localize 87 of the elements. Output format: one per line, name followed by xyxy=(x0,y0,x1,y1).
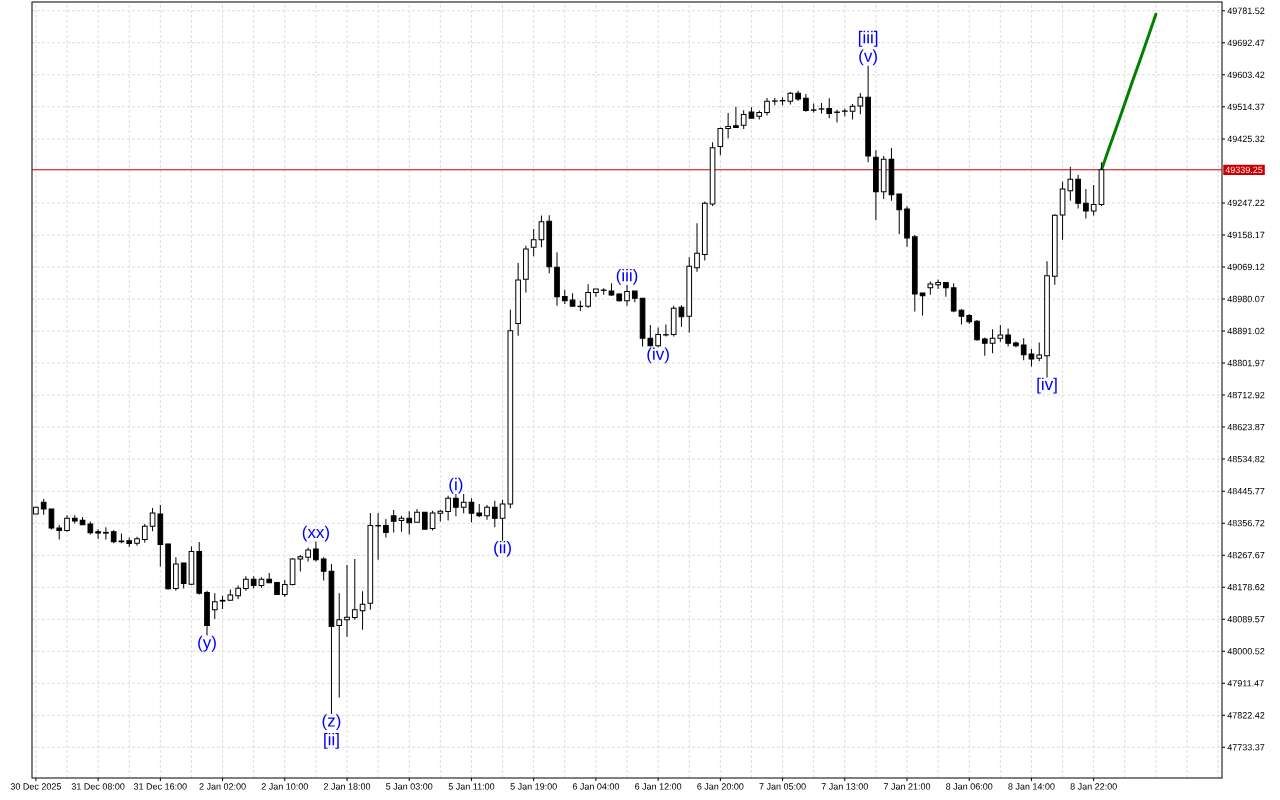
candlestick xyxy=(694,222,700,273)
annotation: (iii) xyxy=(616,268,638,285)
candlestick xyxy=(981,336,988,357)
candlestick xyxy=(593,288,599,298)
y-tick-label: 47822.42 xyxy=(1227,712,1265,719)
y-tick-label: 48623.87 xyxy=(1227,423,1265,431)
x-tick-label: 7 Jan 21:00 xyxy=(883,783,931,790)
x-tick-label: 6 Jan 20:00 xyxy=(697,783,744,790)
x-tick-label: 5 Jan 19:00 xyxy=(510,783,557,790)
y-tick-label: 48445.77 xyxy=(1227,487,1265,495)
candlestick xyxy=(663,324,669,337)
candlestick xyxy=(974,319,980,342)
x-tick-label: 6 Jan 04:00 xyxy=(572,783,620,790)
candlestick xyxy=(919,292,926,317)
candlestick xyxy=(896,193,903,235)
annotation: (ii) xyxy=(494,540,511,557)
annotation: (xx) xyxy=(302,525,329,542)
y-tick-label: 49781.52 xyxy=(1227,7,1265,14)
candlestick xyxy=(624,284,630,307)
x-tick-label: 2 Jan 18:00 xyxy=(323,783,371,790)
candlestick xyxy=(834,109,840,123)
candlestick xyxy=(585,283,591,309)
annotation: [ii] xyxy=(324,732,339,749)
candlestick xyxy=(935,279,941,290)
candlestick xyxy=(351,558,358,621)
x-tick-label: 8 Jan 14:00 xyxy=(1008,783,1055,790)
y-tick-label: 47733.37 xyxy=(1227,744,1265,751)
candlestick xyxy=(445,495,451,522)
candlestick xyxy=(95,528,101,540)
y-tick-label: 49069.12 xyxy=(1227,263,1265,271)
y-tick-label: 49692.47 xyxy=(1227,39,1265,46)
x-tick-label: 7 Jan 13:00 xyxy=(821,783,868,790)
x-tick-label: 31 Dec 16:00 xyxy=(133,783,187,790)
annotation: (v) xyxy=(859,49,877,66)
annotation: (iv) xyxy=(647,347,669,364)
candlestick xyxy=(826,97,833,119)
candlestick xyxy=(383,518,389,538)
x-tick-label: 8 Jan 22:00 xyxy=(1070,783,1117,790)
annotation: (y) xyxy=(198,635,216,652)
x-tick-label: 2 Jan 10:00 xyxy=(261,783,308,790)
y-tick-label: 48178.62 xyxy=(1227,584,1265,591)
candlestick xyxy=(359,590,366,631)
candlestick xyxy=(344,564,350,638)
y-tick-label: 48891.02 xyxy=(1227,327,1265,335)
candlestick xyxy=(733,106,739,129)
x-tick-label: 7 Jan 05:00 xyxy=(759,783,806,790)
annotation: [iv] xyxy=(1037,377,1057,394)
x-tick-label: 2 Jan 02:00 xyxy=(199,783,246,790)
candlestick xyxy=(406,510,413,536)
y-tick-label: 49425.32 xyxy=(1227,135,1265,143)
y-tick-label: 49158.17 xyxy=(1227,231,1265,239)
candlestick xyxy=(1036,342,1043,362)
y-tick-label: 48712.92 xyxy=(1227,391,1265,399)
candlestick xyxy=(655,326,661,348)
candlestick xyxy=(717,126,724,156)
y-tick-label: 49247.22 xyxy=(1227,199,1265,207)
y-tick-label: 48801.97 xyxy=(1227,359,1265,367)
y-tick-label: 48980.07 xyxy=(1227,295,1265,303)
y-tick-label: 47911.47 xyxy=(1227,680,1264,687)
x-tick-label: 30 Dec 2025 xyxy=(10,783,62,790)
x-tick-label: 5 Jan 11:00 xyxy=(448,783,495,790)
x-tick-label: 6 Jan 12:00 xyxy=(635,783,682,790)
candlestick xyxy=(491,500,498,528)
y-tick-label: 49603.42 xyxy=(1227,71,1265,79)
candlestick xyxy=(453,493,459,517)
y-tick-label: 48000.52 xyxy=(1227,648,1265,655)
candlestick xyxy=(336,592,343,698)
y-tick-label: 48089.57 xyxy=(1227,616,1265,623)
y-tick-label: 48267.67 xyxy=(1227,551,1265,559)
x-tick-label: 5 Jan 03:00 xyxy=(386,783,433,790)
annotation: [iii] xyxy=(858,30,878,47)
candlestick xyxy=(1083,188,1089,219)
y-tick-label: 48534.82 xyxy=(1227,455,1265,463)
x-tick-label: 31 Dec 08:00 xyxy=(71,783,125,790)
candlestick xyxy=(943,281,949,298)
candlestick xyxy=(313,541,319,563)
x-tick-label: 8 Jan 06:00 xyxy=(946,783,993,790)
ref-line-label: 49339.25 xyxy=(1225,166,1263,174)
y-tick-label: 49514.37 xyxy=(1227,103,1265,111)
annotation: (i) xyxy=(449,477,463,494)
candlestick xyxy=(103,526,109,541)
candlestick xyxy=(141,523,148,544)
annotation: (z) xyxy=(322,714,341,731)
y-tick-label: 48356.72 xyxy=(1227,519,1265,527)
candlestick xyxy=(725,112,731,139)
candlestick xyxy=(375,512,381,561)
candlestick xyxy=(211,592,218,620)
